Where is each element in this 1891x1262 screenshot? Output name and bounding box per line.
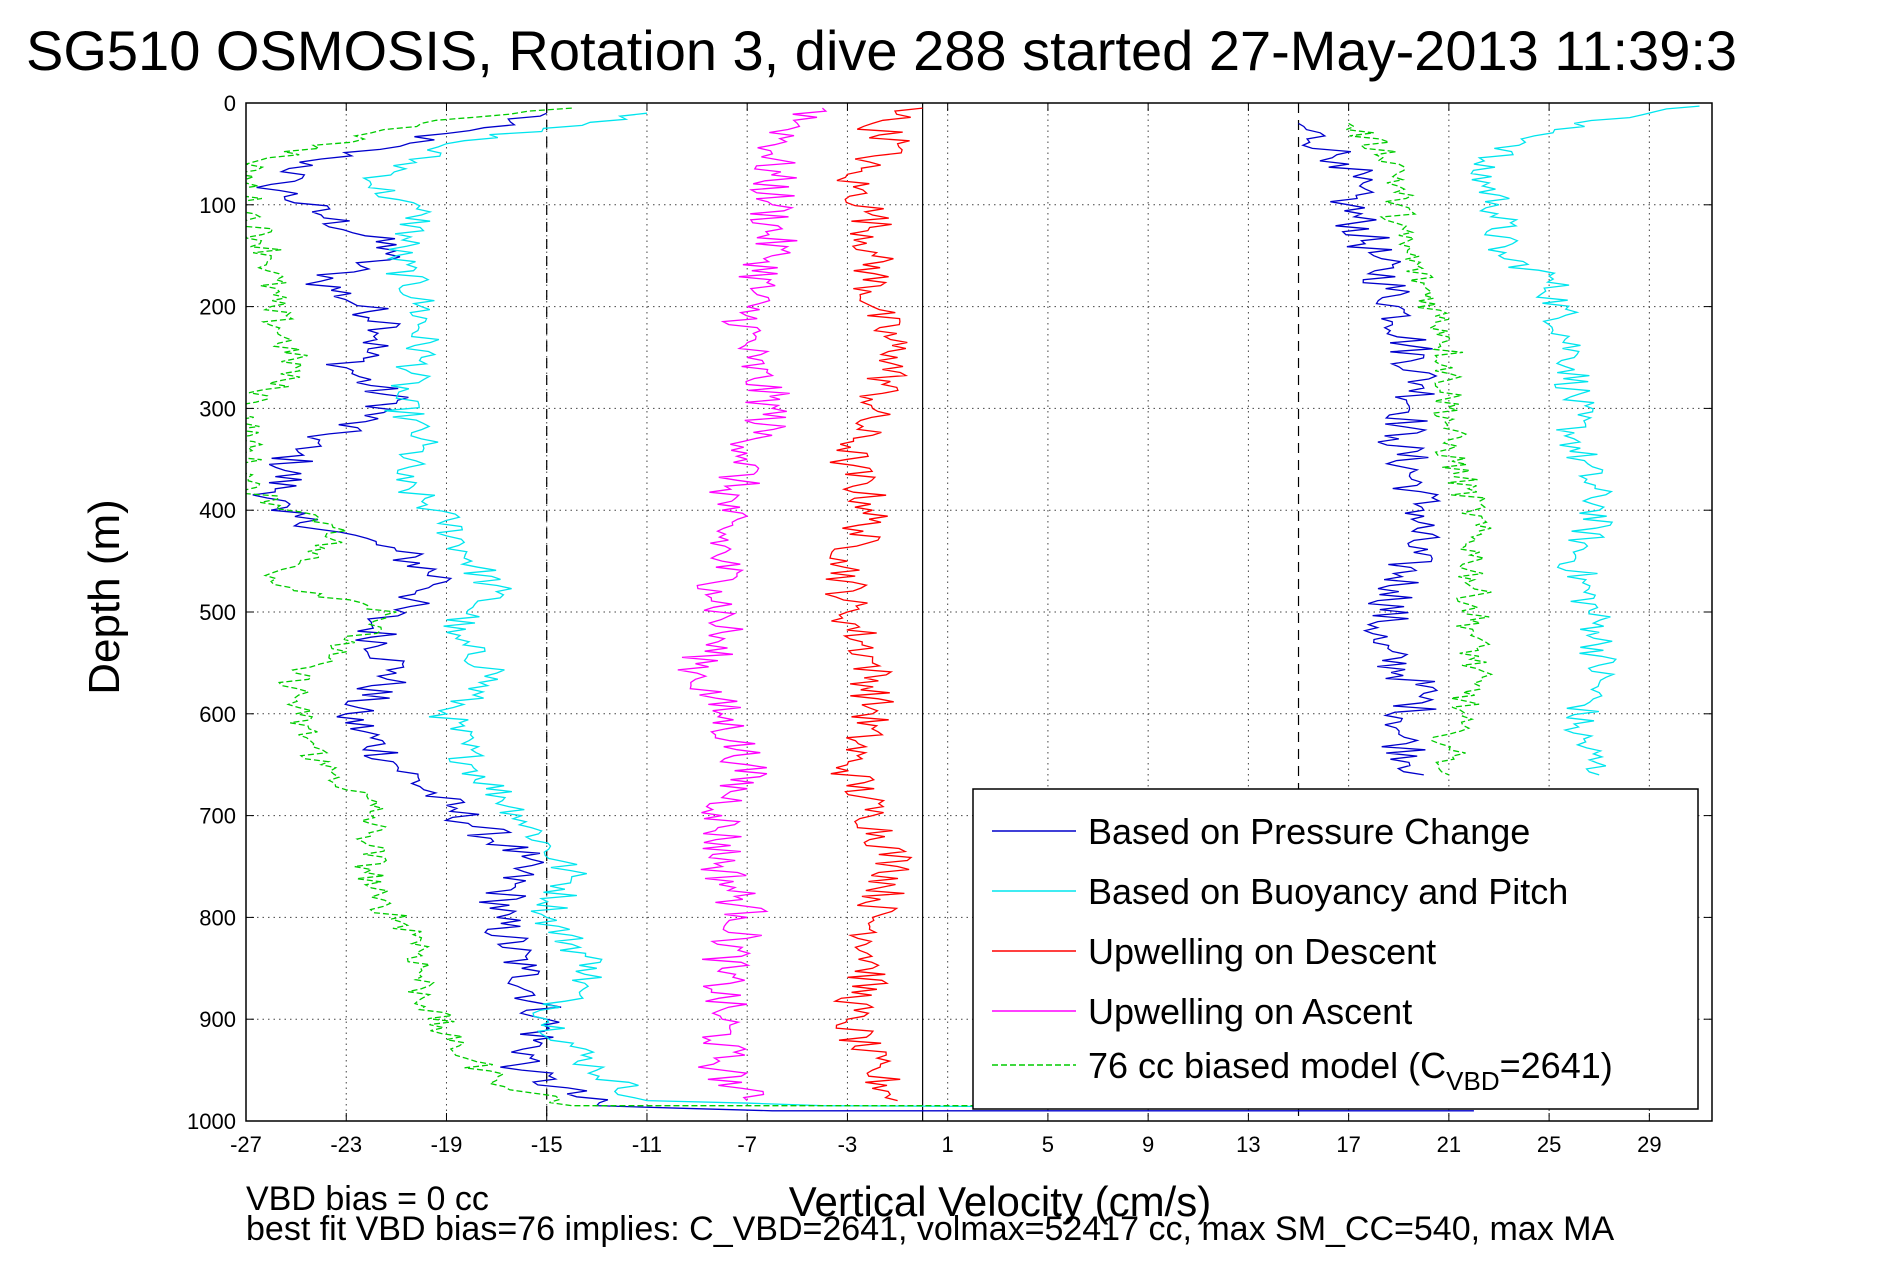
legend-box — [972, 788, 1699, 1110]
y-tick-label: 0 — [224, 91, 236, 116]
x-tick-label: -15 — [531, 1132, 563, 1157]
y-tick-label: 200 — [199, 295, 236, 320]
chart-title: SG510 OSMOSIS, Rotation 3, dive 288 star… — [26, 19, 1738, 82]
y-tick-label: 400 — [199, 498, 236, 523]
axis-ticks: -27 -23 -19 -15 -11 -7 -3 1 5 9 13 17 21 25 29 0 100 200 3… — [187, 91, 1712, 1157]
series-lines — [246, 105, 1700, 1112]
series-line-4 — [246, 107, 1424, 1107]
x-tick-label: 21 — [1437, 1132, 1461, 1157]
x-axis-label: Vertical Velocity (cm/s) — [788, 1178, 1212, 1225]
y-tick-label: 300 — [199, 396, 236, 421]
x-tick-label: -19 — [431, 1132, 463, 1157]
y-tick-label: 900 — [199, 1007, 236, 1032]
x-tick-label: -3 — [838, 1132, 858, 1157]
x-tick-label: 1 — [942, 1132, 954, 1157]
series-line-2 — [825, 107, 923, 1102]
series-line-0 — [252, 112, 1474, 1112]
footnote-vbd-bias: VBD bias = 0 cc — [246, 1180, 489, 1218]
series-line-0 — [1298, 122, 1442, 776]
x-tick-label: 29 — [1637, 1132, 1661, 1157]
legend-label-0: Based on Pressure Change — [1088, 811, 1530, 852]
y-tick-label: 800 — [199, 905, 236, 930]
series-line-3 — [677, 107, 828, 1102]
series-line-1 — [361, 112, 1525, 1110]
y-tick-label: 100 — [199, 193, 236, 218]
x-tick-label: 13 — [1236, 1132, 1260, 1157]
y-axis-label: Depth (m) — [80, 499, 129, 695]
reference-lines — [546, 103, 1300, 1121]
y-tick-label: 700 — [199, 804, 236, 829]
footnote-best-fit: best fit VBD bias=76 implies: C_VBD=2641… — [246, 1210, 1615, 1248]
x-tick-label: 17 — [1336, 1132, 1360, 1157]
x-tick-label: -11 — [632, 1132, 662, 1157]
y-tick-label: 1000 — [187, 1109, 236, 1134]
series-line-4 — [1346, 122, 1494, 776]
x-tick-label: 5 — [1042, 1132, 1054, 1157]
legend: Based on Pressure Change Based on Buoyanc… — [972, 788, 1699, 1110]
legend-label-1: Based on Buoyancy and Pitch — [1088, 871, 1568, 912]
y-tick-label: 600 — [199, 702, 236, 727]
y-tick-label: 500 — [199, 600, 236, 625]
legend-label-3: Upwelling on Ascent — [1088, 991, 1412, 1032]
legend-label-2: Upwelling on Descent — [1088, 931, 1436, 972]
x-tick-label: -27 — [230, 1132, 262, 1157]
x-tick-label: -7 — [737, 1132, 757, 1157]
x-tick-label: -23 — [330, 1132, 362, 1157]
series-line-1 — [1470, 105, 1700, 776]
legend-label-4: 76 cc biased model (CVBD=2641) — [1088, 1045, 1613, 1096]
x-tick-label: 25 — [1537, 1132, 1561, 1157]
x-tick-label: 9 — [1142, 1132, 1154, 1157]
